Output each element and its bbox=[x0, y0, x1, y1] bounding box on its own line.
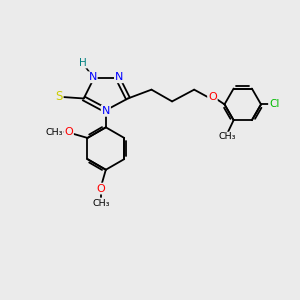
Text: N: N bbox=[102, 106, 110, 116]
Text: CH₃: CH₃ bbox=[92, 199, 110, 208]
Text: CH₃: CH₃ bbox=[45, 128, 63, 136]
Text: S: S bbox=[55, 91, 63, 103]
Text: O: O bbox=[97, 184, 105, 194]
Text: Cl: Cl bbox=[269, 99, 279, 110]
Text: CH₃: CH₃ bbox=[219, 133, 236, 142]
Text: O: O bbox=[64, 127, 73, 137]
Text: H: H bbox=[79, 58, 87, 68]
Text: N: N bbox=[88, 72, 97, 82]
Text: O: O bbox=[208, 92, 217, 102]
Text: N: N bbox=[115, 72, 123, 82]
